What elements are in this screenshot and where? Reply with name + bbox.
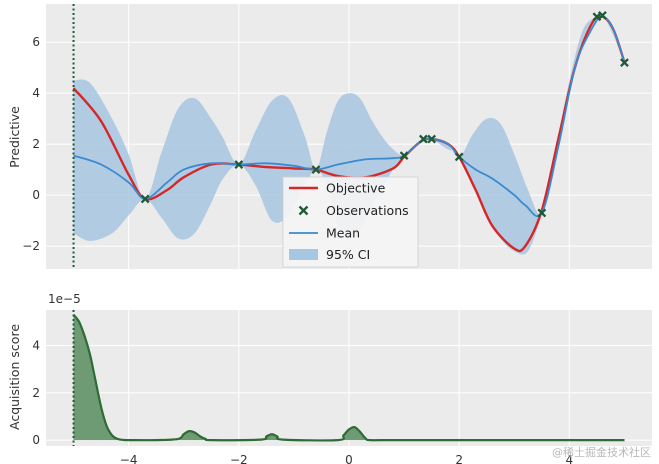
- top-ticks: −2 0 2 4 6: [22, 35, 40, 253]
- watermark: @稀土掘金技术社区: [552, 446, 651, 459]
- legend-observations-swatch: [298, 205, 309, 216]
- legend-ci-label: 95% CI: [326, 247, 370, 262]
- bottom-panel: −4 −2 0 2 4 0 2 4 1e−5 Acquisition score: [7, 292, 652, 464]
- observation-marker: [454, 152, 464, 162]
- y-tick-label: 2: [32, 386, 40, 400]
- x-tick-label: −4: [120, 453, 138, 464]
- x-tick-label: −2: [230, 453, 248, 464]
- observation-marker: [537, 208, 547, 218]
- observation-marker: [140, 194, 150, 204]
- observation-marker: [311, 165, 321, 175]
- observation-marker: [427, 134, 437, 144]
- y-tick-label: 4: [32, 338, 40, 352]
- observations-markers: [140, 11, 629, 218]
- legend-observations-label: Observations: [326, 203, 409, 218]
- y-tick-label: 2: [32, 137, 40, 151]
- ci-band: [73, 13, 625, 255]
- observation-marker: [598, 11, 607, 20]
- observation-marker: [418, 134, 428, 144]
- y-tick-label: 6: [32, 35, 40, 49]
- y-axis-label-bottom: Acquisition score: [7, 324, 22, 430]
- y-tick-label: 0: [32, 188, 40, 202]
- bottom-ticks: −4 −2 0 2 4 0 2 4: [32, 338, 573, 464]
- legend-objective-label: Objective: [326, 181, 386, 196]
- y-tick-label: 4: [32, 86, 40, 100]
- y-offset-label: 1e−5: [48, 292, 81, 306]
- x-tick-label: 2: [455, 453, 463, 464]
- y-tick-label: 0: [32, 433, 40, 447]
- y-tick-label: −2: [22, 239, 40, 253]
- observation-marker: [234, 160, 244, 169]
- legend-ci-swatch: [289, 249, 318, 260]
- acquisition-line: [72, 313, 625, 442]
- mean-line: [73, 15, 626, 218]
- observation-marker: [399, 151, 409, 161]
- y-axis-label-top: Predictive: [7, 106, 22, 168]
- x-tick-label: 0: [345, 453, 353, 464]
- legend: Objective Observations Mean 95% CI: [282, 176, 419, 268]
- legend-mean-label: Mean: [326, 226, 360, 241]
- top-panel: −2 0 2 4 6 Predictive Objective Observations…: [7, 4, 652, 269]
- x-tick-label: 4: [566, 453, 574, 464]
- observation-marker: [620, 58, 629, 68]
